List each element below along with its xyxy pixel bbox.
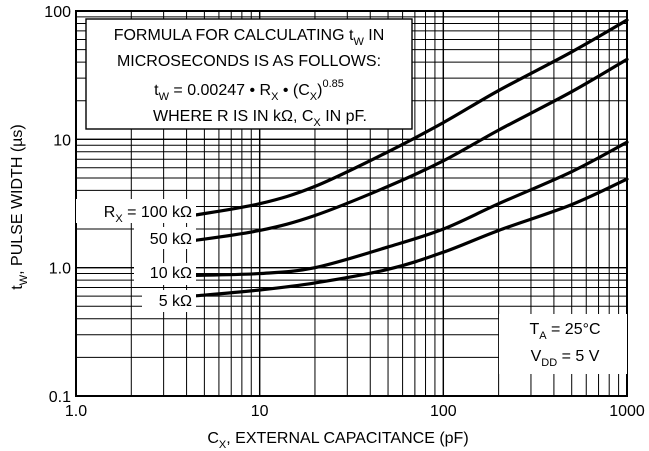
formula-line-4: WHERE R IS IN kΩ, CX IN pF.	[153, 108, 367, 129]
conditions-box-background	[499, 314, 627, 374]
y-tick-label: 100	[44, 4, 71, 21]
curves	[190, 18, 629, 298]
curve-labels: RX = 100 kΩ 50 kΩ 10 kΩ 5 kΩ	[76, 199, 196, 312]
series-line-3	[190, 177, 629, 298]
x-tick-label: 100	[430, 403, 457, 420]
curve-label-bg-5k	[142, 290, 196, 312]
curve-label-10k: 10 kΩ	[150, 265, 192, 282]
curve-label-5k: 5 kΩ	[159, 293, 192, 310]
conditions-box: TA = 25°C VDD = 5 V	[499, 314, 627, 374]
curve-label-bg-50k	[134, 227, 196, 249]
formula-box: FORMULA FOR CALCULATING tW IN MICROSECON…	[85, 18, 413, 130]
curve-label-50k: 50 kΩ	[150, 231, 192, 248]
conditions-temperature: TA = 25°C	[529, 321, 600, 342]
conditions-voltage: VDD = 5 V	[531, 348, 600, 369]
y-tick-label: 10	[53, 132, 71, 149]
x-tick-label: 10	[251, 403, 269, 420]
formula-line-1: FORMULA FOR CALCULATING tW IN	[114, 27, 385, 48]
curve-label-100k: RX = 100 kΩ	[104, 204, 192, 225]
y-axis-title: tW, PULSE WIDTH (µs)	[9, 124, 30, 289]
series-line-1	[190, 57, 629, 243]
x-tick-label: 1000	[609, 403, 645, 420]
curve-label-bg-10k	[134, 263, 196, 285]
y-tick-label: 0.1	[49, 389, 71, 406]
y-tick-label: 1.0	[49, 261, 71, 278]
formula-line-2: MICROSECONDS IS AS FOLLOWS:	[117, 53, 381, 70]
curve-label-bg-100k	[76, 199, 196, 223]
formula-line-3: tW = 0.00247 • RX • (CX)0.85	[154, 78, 344, 103]
formula-box-background	[85, 18, 413, 130]
series-line-2	[190, 140, 629, 278]
x-tick-label: 1.0	[65, 403, 87, 420]
x-axis-title: CX, EXTERNAL CAPACITANCE (pF)	[207, 430, 468, 451]
series-line-0	[190, 18, 629, 218]
